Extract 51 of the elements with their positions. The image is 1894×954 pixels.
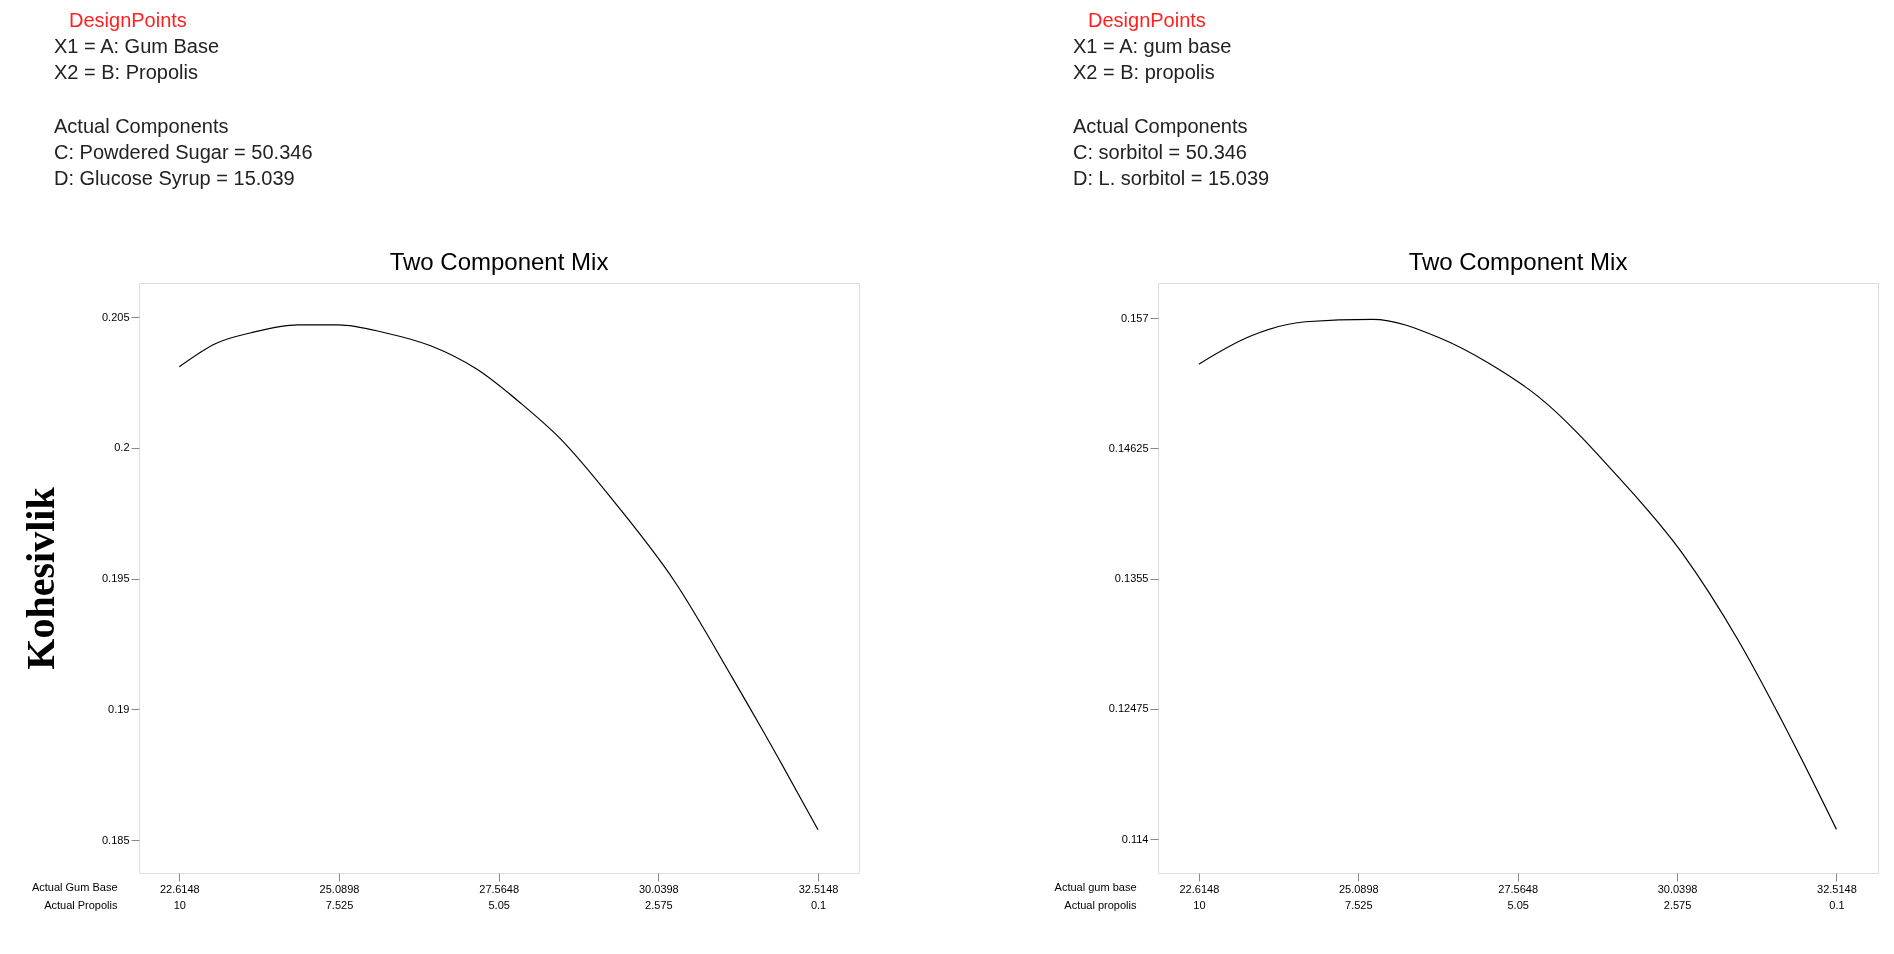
x-tick-label: 30.0398 bbox=[1657, 882, 1698, 895]
x2-tick-label: 10 bbox=[1193, 898, 1206, 911]
text: C: Powdered Sugar = 50.346 bbox=[54, 141, 313, 163]
y-tick-label: 0.12475 bbox=[1108, 702, 1149, 715]
line-series bbox=[1198, 318, 1838, 830]
y-tick-label: 0.114 bbox=[1121, 832, 1149, 845]
line-series bbox=[178, 324, 819, 831]
x2-tick-label: 7.525 bbox=[325, 898, 354, 911]
x-tick-label: 22.6148 bbox=[1179, 882, 1220, 895]
text: X2 = B: propolis bbox=[1073, 61, 1215, 83]
x-tick-label: 27.5648 bbox=[1498, 882, 1539, 895]
x2-tick-label: 10 bbox=[173, 898, 186, 911]
x2-axis-title: Actual propolis bbox=[1064, 898, 1137, 911]
x-tick-label: 32.5148 bbox=[1817, 882, 1857, 895]
x-tick-label: 30.0398 bbox=[638, 882, 679, 895]
y-axis-title: Kohesivlik bbox=[17, 486, 63, 670]
text: X2 = B: Propolis bbox=[54, 61, 198, 83]
y-tick-label: 0.2 bbox=[114, 441, 130, 454]
x-axis-title: Actual Gum Base bbox=[31, 880, 118, 893]
y-tick-label: 0.14625 bbox=[1108, 441, 1149, 454]
y-tick-label: 0.205 bbox=[101, 310, 130, 323]
text: D: L. sorbitol = 15.039 bbox=[1073, 167, 1270, 189]
y-tick-label: 0.19 bbox=[108, 702, 130, 715]
text: Actual Components bbox=[1073, 115, 1248, 137]
x-tick-label: 25.0898 bbox=[1338, 882, 1379, 895]
y-tick-label: 0.1355 bbox=[1114, 572, 1149, 585]
x2-tick-label: 7.525 bbox=[1345, 898, 1373, 911]
y-tick-label: 0.195 bbox=[101, 572, 130, 585]
x2-tick-label: 2.575 bbox=[1663, 898, 1692, 911]
x2-tick-label: 5.05 bbox=[1507, 898, 1529, 911]
x2-tick-label: 0.1 bbox=[1829, 898, 1845, 911]
x-tick-label: 22.6148 bbox=[159, 882, 200, 895]
x-tick-label: 25.0898 bbox=[319, 882, 360, 895]
x-tick-label: 32.5148 bbox=[798, 882, 839, 895]
text: C: sorbitol = 50.346 bbox=[1073, 141, 1247, 163]
x2-tick-label: 2.575 bbox=[645, 898, 673, 911]
x2-axis-title: Actual Propolis bbox=[44, 898, 118, 911]
x2-tick-label: 0.1 bbox=[810, 898, 827, 911]
chart-title: Two Component Mix bbox=[389, 248, 609, 275]
chart-title: Two Component Mix bbox=[1408, 248, 1628, 275]
text: X1 = A: Gum Base bbox=[54, 35, 220, 57]
x2-tick-label: 5.05 bbox=[488, 898, 510, 911]
text: DesignPoints bbox=[69, 9, 187, 31]
y-tick-label: 0.157 bbox=[1120, 311, 1149, 324]
x-axis-title: Actual gum base bbox=[1054, 880, 1137, 893]
text: Actual Components bbox=[54, 115, 229, 137]
x-tick-label: 27.5648 bbox=[479, 882, 520, 895]
text: D: Glucose Syrup = 15.039 bbox=[54, 167, 295, 189]
y-tick-label: 0.185 bbox=[101, 833, 130, 846]
text: DesignPoints bbox=[1088, 9, 1206, 31]
text: X1 = A: gum base bbox=[1073, 35, 1232, 57]
